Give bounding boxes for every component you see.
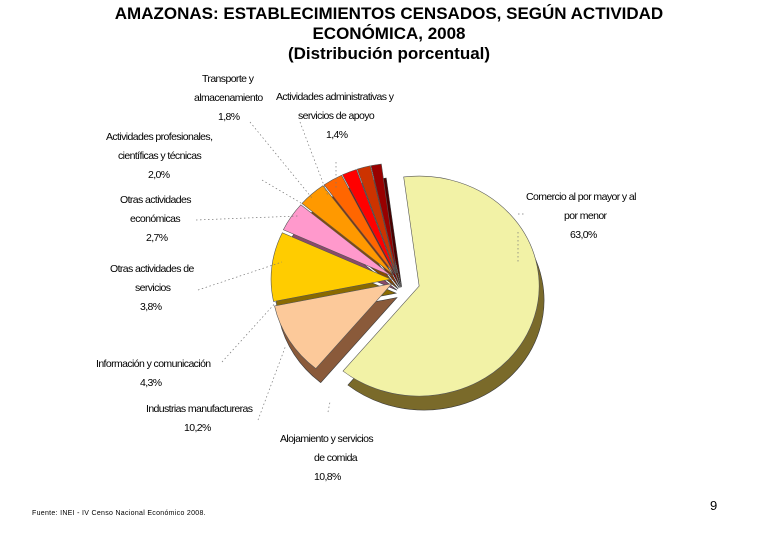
leader-line-7 [299,121,329,197]
title-line-1: AMAZONAS: ESTABLECIMIENTOS CENSADOS, SEG… [114,4,664,23]
label-otras-economicas: Otras actividades económicas 2,7% [120,194,192,244]
chart-title: AMAZONAS: ESTABLECIMIENTOS CENSADOS, SEG… [0,4,766,64]
source-note: Fuente: INEI - IV Censo Nacional Económi… [32,510,206,517]
leader-line-2 [195,215,299,221]
slice-alojamiento [274,283,393,370]
page-number: 9 [710,498,718,513]
leader-line-4 [221,299,279,363]
slice-transporte [356,165,397,274]
label-profesionales: Actividades profesionales, científicas y… [106,131,213,181]
label-alojamiento: Alojamiento y servicios de comida 10,8% [280,433,374,483]
label-industrias: Industrias manufactureras 10,2% [146,403,253,434]
label-comercio: Comercio al por mayor y al por menor 63,… [526,191,636,241]
title-line-3: (Distribución porcentual) [287,44,491,63]
leader-line-5 [257,344,287,421]
label-otras-servicios: Otras actividades de servicios 3,8% [110,263,194,313]
title-line-2: ECONÓMICA, 2008 [312,24,466,43]
leader-line-6 [327,401,331,413]
slice-industrias [270,232,393,302]
label-administrativas: Actividades administrativas y servicios … [276,91,394,141]
pie-tops [270,163,540,397]
label-transporte: Transporte y almacenamiento 1,8% [194,73,263,123]
slice-informacion [282,204,393,277]
slice-otras-servicios [301,185,394,276]
leader-line-3 [197,261,283,291]
label-informacion: Información y comunicación 4,3% [96,358,211,389]
slice-administrativas [370,163,398,274]
slice-comercio [342,175,540,397]
slice-otras-economicas [323,174,395,275]
leader-line-1 [261,179,307,207]
leader-line-0 [249,121,313,199]
slice-profesionales [342,169,396,274]
leader-lines [195,121,524,421]
